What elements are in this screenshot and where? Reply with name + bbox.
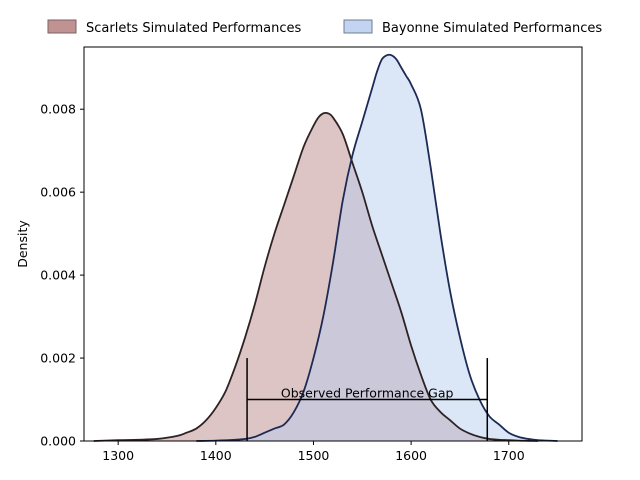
legend-label-bayonne: Bayonne Simulated Performances <box>382 21 602 36</box>
y-tick-label: 0.004 <box>40 268 76 283</box>
x-tick-label: 1700 <box>493 448 525 463</box>
x-tick-label: 1600 <box>395 448 427 463</box>
series-layer <box>93 53 558 442</box>
series-area-0 <box>93 112 539 441</box>
x-tick-label: 1500 <box>298 448 330 463</box>
y-axis: 0.000 0.002 0.004 0.006 0.008 <box>40 102 84 449</box>
y-tick-label: 0.006 <box>40 185 76 200</box>
y-tick-label: 0.000 <box>40 434 76 449</box>
plot-frame <box>83 46 583 442</box>
gap-annotation: Observed Performance Gap <box>246 358 489 441</box>
y-tick-label: 0.002 <box>40 351 76 366</box>
legend-swatch-scarlets <box>47 19 77 34</box>
series-line-1 <box>196 53 558 442</box>
legend-label-scarlets: Scarlets Simulated Performances <box>86 21 302 36</box>
x-tick-label: 1400 <box>200 448 232 463</box>
x-axis: 1300 1400 1500 1600 1700 <box>102 441 525 463</box>
legend: Scarlets Simulated Performances Bayonne … <box>47 19 602 36</box>
gap-label: Observed Performance Gap <box>281 386 454 401</box>
series-area-1 <box>196 54 558 442</box>
series-line-0 <box>93 111 539 442</box>
y-tick-label: 0.008 <box>40 102 76 117</box>
x-tick-label: 1300 <box>102 448 134 463</box>
legend-swatch-bayonne <box>343 19 373 34</box>
y-axis-label: Density <box>15 220 30 268</box>
